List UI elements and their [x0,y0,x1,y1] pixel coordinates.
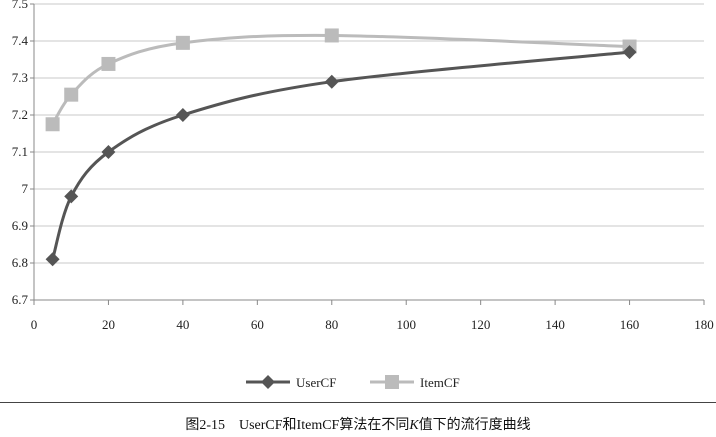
x-tick-label: 160 [620,317,640,332]
x-tick-label: 0 [31,317,38,332]
axes [30,3,705,305]
y-tick-label: 6.8 [12,255,28,270]
itemcf-legend-marker [385,375,399,389]
x-tick-label: 140 [545,317,565,332]
y-tick-label: 7.1 [12,144,28,159]
x-tick-label: 120 [471,317,491,332]
usercf-point [175,108,190,122]
usercf-point [324,74,339,89]
usercf-legend-marker [261,375,275,389]
itemcf-point [64,87,79,102]
tick-labels: 6.7 6.8 6.9 7 7.1 7.2 7.3 7.4 7.5 0 20 40 60 80 100 120… [12,0,714,332]
caption-rule [0,402,716,403]
y-tick-label: 7.3 [12,70,28,85]
usercf-point [622,45,637,60]
y-tick-label: 7.4 [12,33,29,48]
caption-k: K [409,418,419,433]
usercf-point [101,145,116,159]
caption-suffix: 值下的流行度曲线 [418,418,531,433]
y-tick-label: 7.2 [12,107,28,122]
y-tick-label: 6.9 [12,218,28,233]
figure-caption: 图2-15 UserCF和ItemCF算法在不同K值下的流行度曲线 [0,414,716,434]
itemcf-point [324,28,339,43]
x-tick-label: 100 [396,317,416,332]
x-tick-label: 180 [694,317,714,332]
x-tick-label: 80 [325,317,338,332]
x-tick-label: 20 [102,317,115,332]
y-tick-label: 7.5 [12,0,28,11]
usercf-line [51,50,630,260]
y-tick-label: 6.7 [12,292,29,307]
itemcf-point [45,117,60,132]
caption-prefix: 图2-15 UserCF和ItemCF算法在不同 [185,418,410,433]
y-tick-label: 7 [22,181,29,196]
itemcf-legend-label: ItemCF [420,375,460,390]
usercf-point [45,252,60,267]
x-tick-label: 40 [176,317,189,332]
usercf-legend-label: UserCF [296,375,336,390]
line-chart: 6.7 6.8 6.9 7 7.1 7.2 7.3 7.4 7.5 0 20 40 60 80 100 120… [12,0,714,390]
itemcf-point [175,35,190,50]
series [45,28,637,267]
itemcf-point [101,56,116,71]
usercf-point [64,189,79,204]
legend: UserCF ItemCF [246,375,460,390]
x-tick-label: 60 [251,317,264,332]
